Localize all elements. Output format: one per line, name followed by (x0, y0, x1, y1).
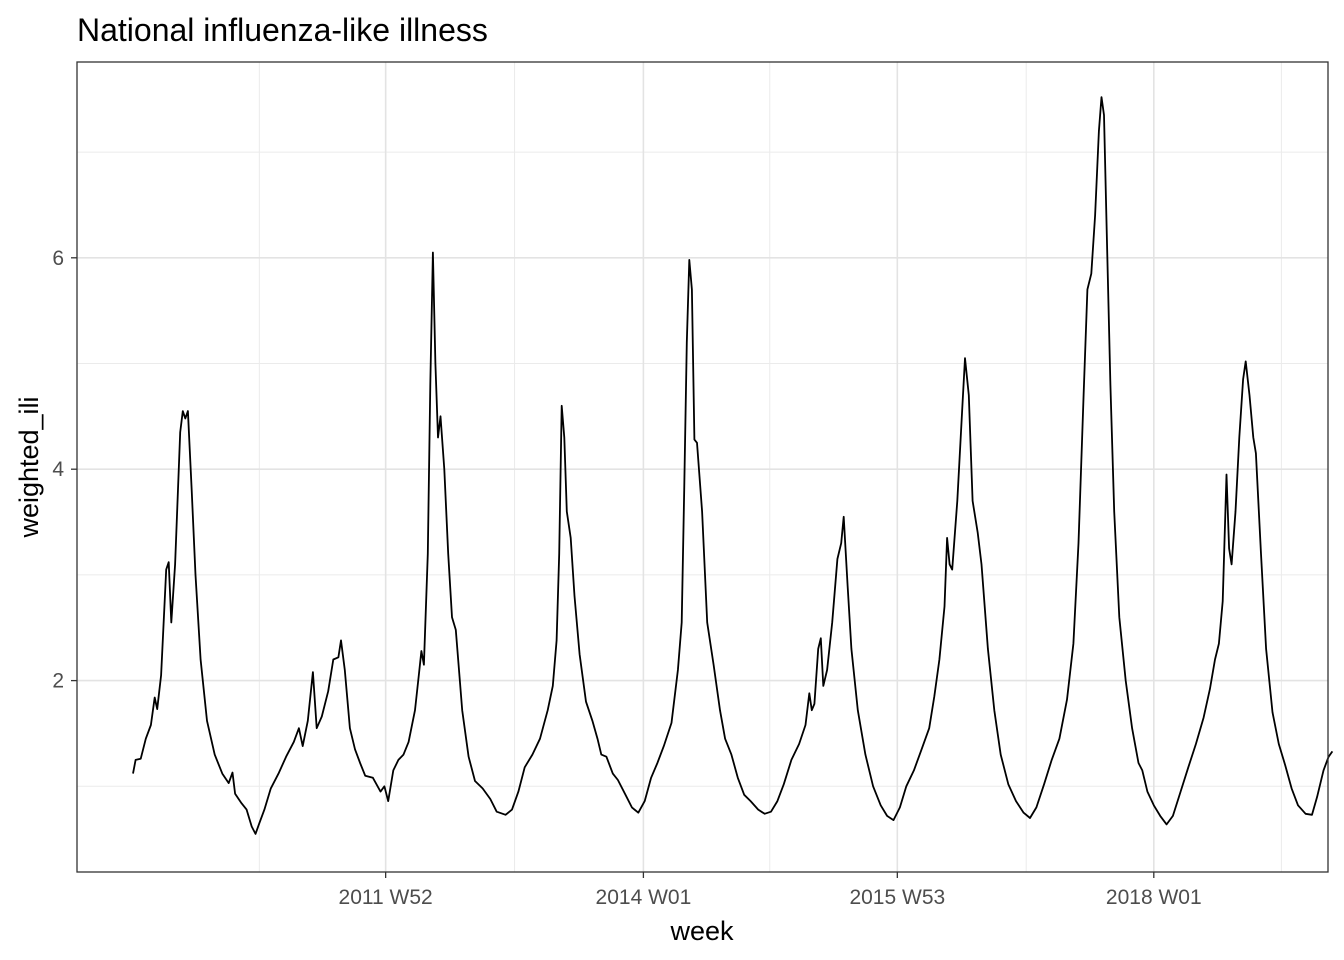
y-tick-label: 6 (52, 247, 64, 270)
chart-title: National influenza-like illness (77, 12, 488, 48)
y-tick-label: 4 (52, 458, 64, 481)
x-tick-label: 2011 W52 (339, 886, 433, 909)
x-axis-title: week (669, 916, 734, 946)
x-tick-label: 2014 W01 (596, 886, 692, 909)
y-tick-label: 2 (52, 670, 64, 693)
x-tick-label: 2018 W01 (1106, 886, 1202, 909)
y-axis-title: weighted_ili (14, 396, 44, 538)
x-tick-label: 2015 W53 (849, 886, 945, 909)
